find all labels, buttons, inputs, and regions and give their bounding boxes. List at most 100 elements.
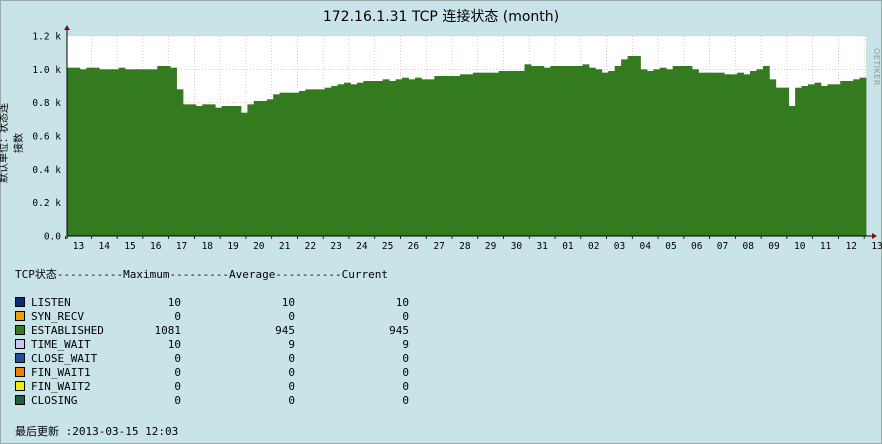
legend-swatch [15,339,25,349]
area-bar-established [518,71,525,236]
x-tick-label: 08 [743,241,755,252]
area-bar-established [621,59,628,236]
area-bar-established [646,71,654,236]
area-bar-established [421,79,429,236]
area-bar-established [640,69,648,236]
legend-max-value: 10 [167,338,181,351]
legend-state-name: CLOSING [31,394,78,407]
x-tick-label: 02 [588,241,599,252]
last-update-text: 最后更新 :2013-03-15 12:03 [15,425,179,438]
area-bar-established [814,82,822,236]
legend-avg-value: 0 [288,366,295,379]
area-bar-established [195,106,203,236]
area-bar-established [563,66,570,236]
legend-current-value: 0 [402,394,409,407]
area-bar-established [105,69,113,236]
legend-max-value: 0 [174,352,181,365]
area-bar-established [273,94,281,236]
legend-row-listen: LISTEN 10 10 10 [15,296,409,310]
area-bar-established [795,87,802,236]
area-bar-established [150,69,158,236]
y-axis-arrow [64,25,70,30]
area-bar-established [137,69,145,236]
legend-max-value: 10 [167,296,181,309]
legend-max-value: 0 [174,380,181,393]
legend-current-value: 0 [402,310,409,323]
area-bar-established [698,72,706,236]
x-tick-label: 11 [820,241,832,252]
legend-swatch [15,311,25,321]
x-tick-label: 29 [485,241,497,252]
area-bar-established [376,81,384,236]
y-tick-label: 0.2 k [32,198,61,209]
area-bar-established [511,71,519,236]
x-tick-label: 09 [768,241,780,252]
area-bar-established [344,82,351,236]
x-tick-label: 24 [356,241,368,252]
legend-current-value: 0 [402,380,409,393]
area-bar-established [737,72,744,236]
x-tick-label: 13 [871,241,882,252]
area-bar-established [163,66,171,236]
legend-current-value: 9 [402,338,409,351]
area-bar-established [228,106,235,236]
area-bar-established [402,77,409,236]
area-bar-established [86,67,94,236]
area-bar-established [247,104,255,236]
area-bar-established [124,69,132,236]
area-bar-established [588,67,596,236]
area-bar-established [530,66,538,236]
area-bar-established [601,72,609,236]
legend-avg-value: 9 [288,338,295,351]
area-bar-established [363,81,371,236]
area-bar-established [762,66,770,236]
x-tick-label: 26 [408,241,420,252]
x-tick-label: 04 [639,241,651,252]
legend-swatch [15,395,25,405]
area-bar-established [659,67,667,236]
y-tick-label: 0.6 k [32,132,61,143]
area-bar-established [286,92,293,236]
area-bar-established [634,56,641,236]
legend-avg-value: 10 [281,296,295,309]
x-tick-label: 16 [150,241,162,252]
area-bar-established [408,79,416,236]
area-bar-established [305,89,313,236]
area-bar-established [118,67,126,236]
x-tick-label: 01 [562,241,574,252]
area-bar-established [801,86,809,236]
legend: TCP状态----------Maximum---------Average--… [15,268,409,408]
area-bar-established [427,79,435,236]
area-bar-established [556,66,564,236]
legend-avg-value: 0 [288,310,295,323]
legend-current-value: 0 [402,366,409,379]
area-bar-established [711,72,719,236]
y-tick-label: 0.8 k [32,98,61,109]
legend-state-name: CLOSE_WAIT [31,352,98,365]
legend-max-value: 0 [174,310,181,323]
x-tick-label: 10 [794,241,806,252]
area-bar-established [466,74,474,236]
area-bar-established [498,71,506,236]
area-bar-established [447,76,455,236]
area-bar-established [492,72,500,236]
legend-row-established: ESTABLISHED 1081 945 945 [15,324,409,338]
x-tick-label: 22 [305,241,316,252]
area-bar-established [176,89,184,236]
area-bar-established [704,72,712,236]
area-bar-established [440,76,448,236]
area-bar-established [382,79,390,236]
legend-swatch [15,297,25,307]
area-bar-established [692,69,699,236]
area-bar-established [266,99,274,236]
x-tick-label: 13 [73,241,84,252]
legend-avg-value: 0 [288,352,295,365]
legend-header: TCP状态----------Maximum---------Average--… [15,268,388,281]
area-bar-established [92,67,100,236]
legend-avg-value: 945 [275,324,295,337]
x-tick-label: 28 [459,241,471,252]
area-bar-established [820,86,828,236]
area-bar-established [846,81,854,236]
legend-row-time_wait: TIME_WAIT 10 9 9 [15,338,409,352]
area-bar-established [453,76,461,236]
